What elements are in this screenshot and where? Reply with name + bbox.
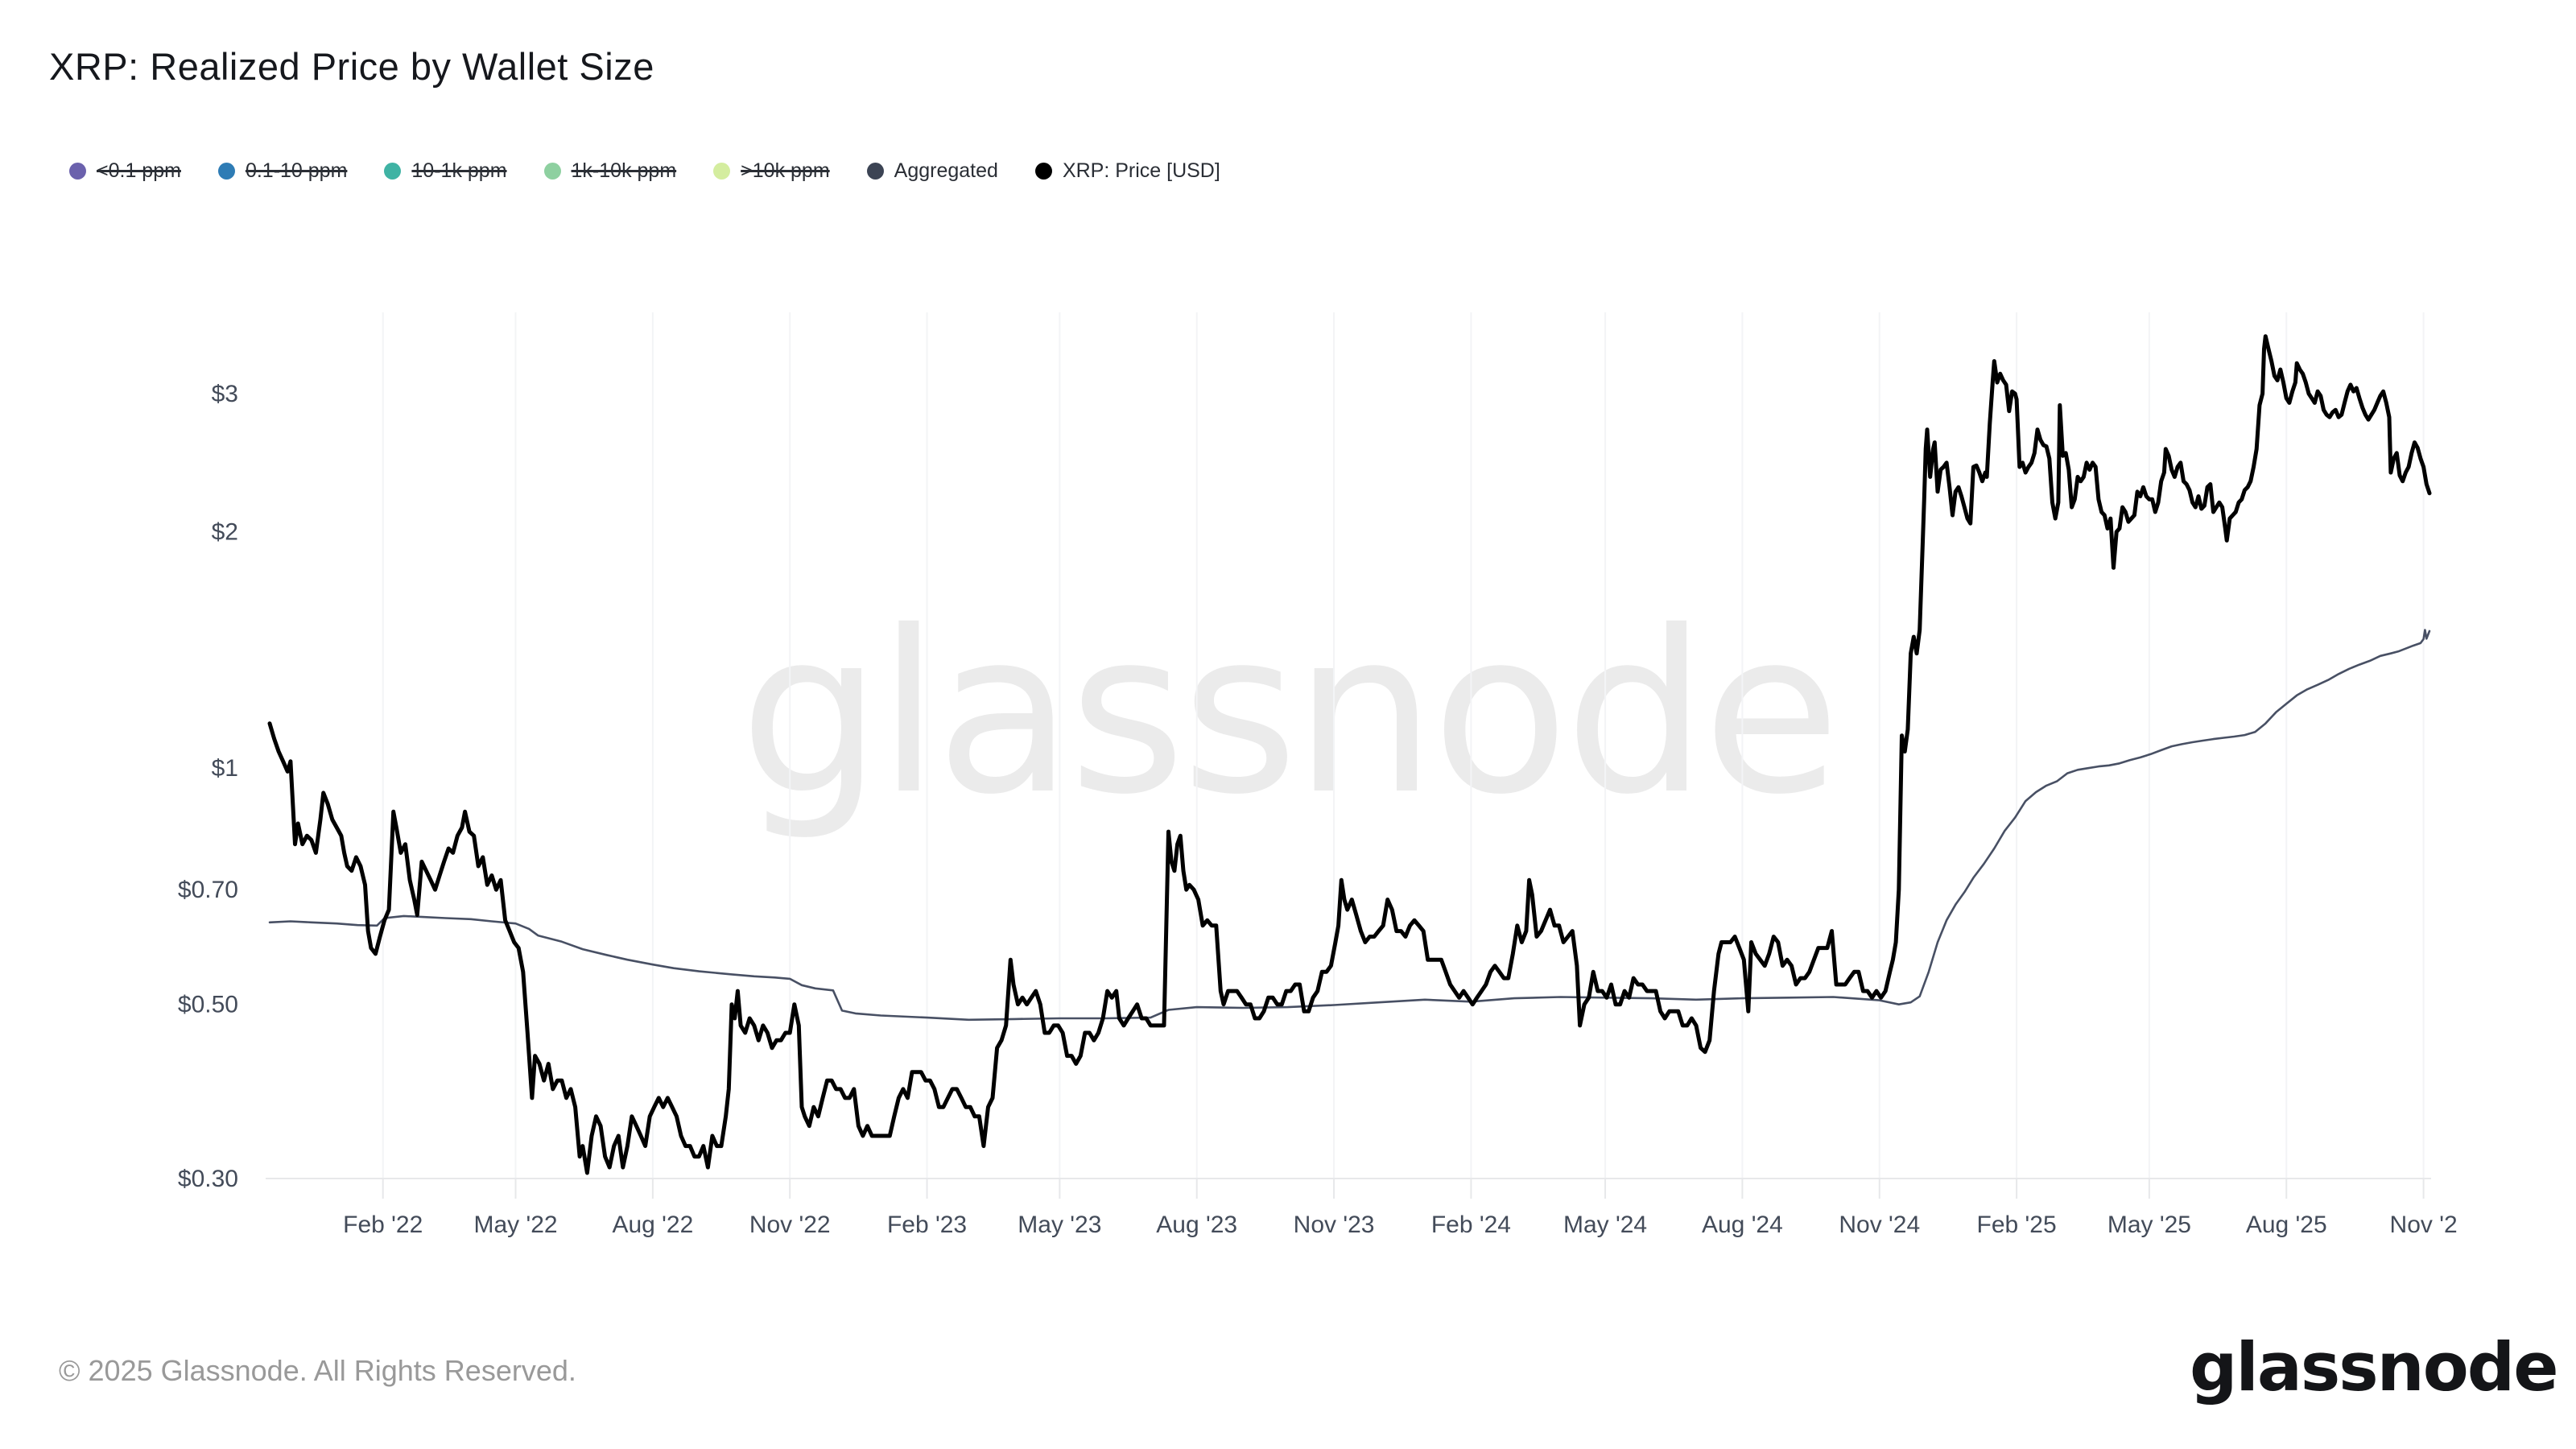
legend-item-label: 10-1k ppm <box>411 159 507 182</box>
legend-dot-icon <box>866 163 884 180</box>
legend-item-label: XRP: Price [USD] <box>1062 159 1220 182</box>
x-tick-label: Nov '24 <box>1839 1212 1920 1238</box>
y-tick-label: $0.30 <box>178 1166 238 1192</box>
x-tick-label: May '23 <box>1018 1212 1101 1238</box>
series-line-aggregated <box>268 629 2431 1022</box>
legend-dot-icon <box>69 163 86 180</box>
legend-item-label: 1k-10k ppm <box>571 159 677 182</box>
y-tick-label: $0.50 <box>178 992 238 1018</box>
watermark-text: glassnode <box>740 583 1837 844</box>
legend-item-0[interactable]: <0.1 ppm <box>69 161 181 181</box>
legend-item-2[interactable]: 10-1k ppm <box>384 159 507 182</box>
chart-legend: <0.1 ppm 0.1-10 ppm 10-1k ppm 1k-10k ppm >10… <box>69 161 1220 181</box>
legend-dot-icon <box>1034 163 1052 180</box>
x-tick-label: Aug '24 <box>1702 1212 1783 1238</box>
x-tick-label: Feb '22 <box>343 1212 423 1238</box>
y-tick-label: $3 <box>212 381 238 407</box>
x-tick-label: Feb '23 <box>887 1212 967 1238</box>
y-tick-label: $0.70 <box>178 877 238 903</box>
x-tick-label: May '25 <box>2107 1212 2191 1238</box>
legend-item-label: 0.1-10 ppm <box>245 159 348 182</box>
legend-item-label: Aggregated <box>894 159 998 182</box>
legend-dot-icon <box>217 163 235 180</box>
x-tick-label: Feb '25 <box>1977 1212 2057 1238</box>
copyright-text: © 2025 Glassnode. All Rights Reserved. <box>59 1354 576 1387</box>
x-tick-label: Nov '2 <box>2390 1212 2458 1238</box>
x-tick-label: Aug '25 <box>2246 1212 2327 1238</box>
legend-dot-icon <box>384 163 402 180</box>
x-tick-label: Nov '22 <box>749 1212 831 1238</box>
page-title: XRP: Realized Price by Wallet Size <box>49 45 654 88</box>
x-tick-label: Aug '23 <box>1156 1212 1237 1238</box>
legend-dot-icon <box>543 163 561 180</box>
legend-item-label: <0.1 ppm <box>97 159 181 182</box>
y-tick-label: $1 <box>212 755 238 782</box>
x-tick-label: Aug '22 <box>612 1212 693 1238</box>
legend-dot-icon <box>713 163 731 180</box>
x-tick-label: Feb '24 <box>1431 1212 1511 1238</box>
x-tick-label: Nov '23 <box>1294 1212 1375 1238</box>
legend-item-1[interactable]: 0.1-10 ppm <box>217 159 348 182</box>
series-line-xrp-price-usd- <box>267 334 2432 1175</box>
y-tick-label: $2 <box>212 519 238 546</box>
legend-item-4[interactable]: >10k ppm <box>713 161 830 181</box>
glassnode-logo: glassnode <box>2190 1328 2558 1406</box>
legend-item-label: >10k ppm <box>741 159 830 182</box>
x-tick-label: May '22 <box>473 1212 557 1238</box>
legend-item-6[interactable]: XRP: Price [USD] <box>1034 159 1220 182</box>
legend-item-5[interactable]: Aggregated <box>866 159 998 182</box>
legend-item-3[interactable]: 1k-10k ppm <box>543 159 677 182</box>
x-tick-label: May '24 <box>1563 1212 1647 1238</box>
